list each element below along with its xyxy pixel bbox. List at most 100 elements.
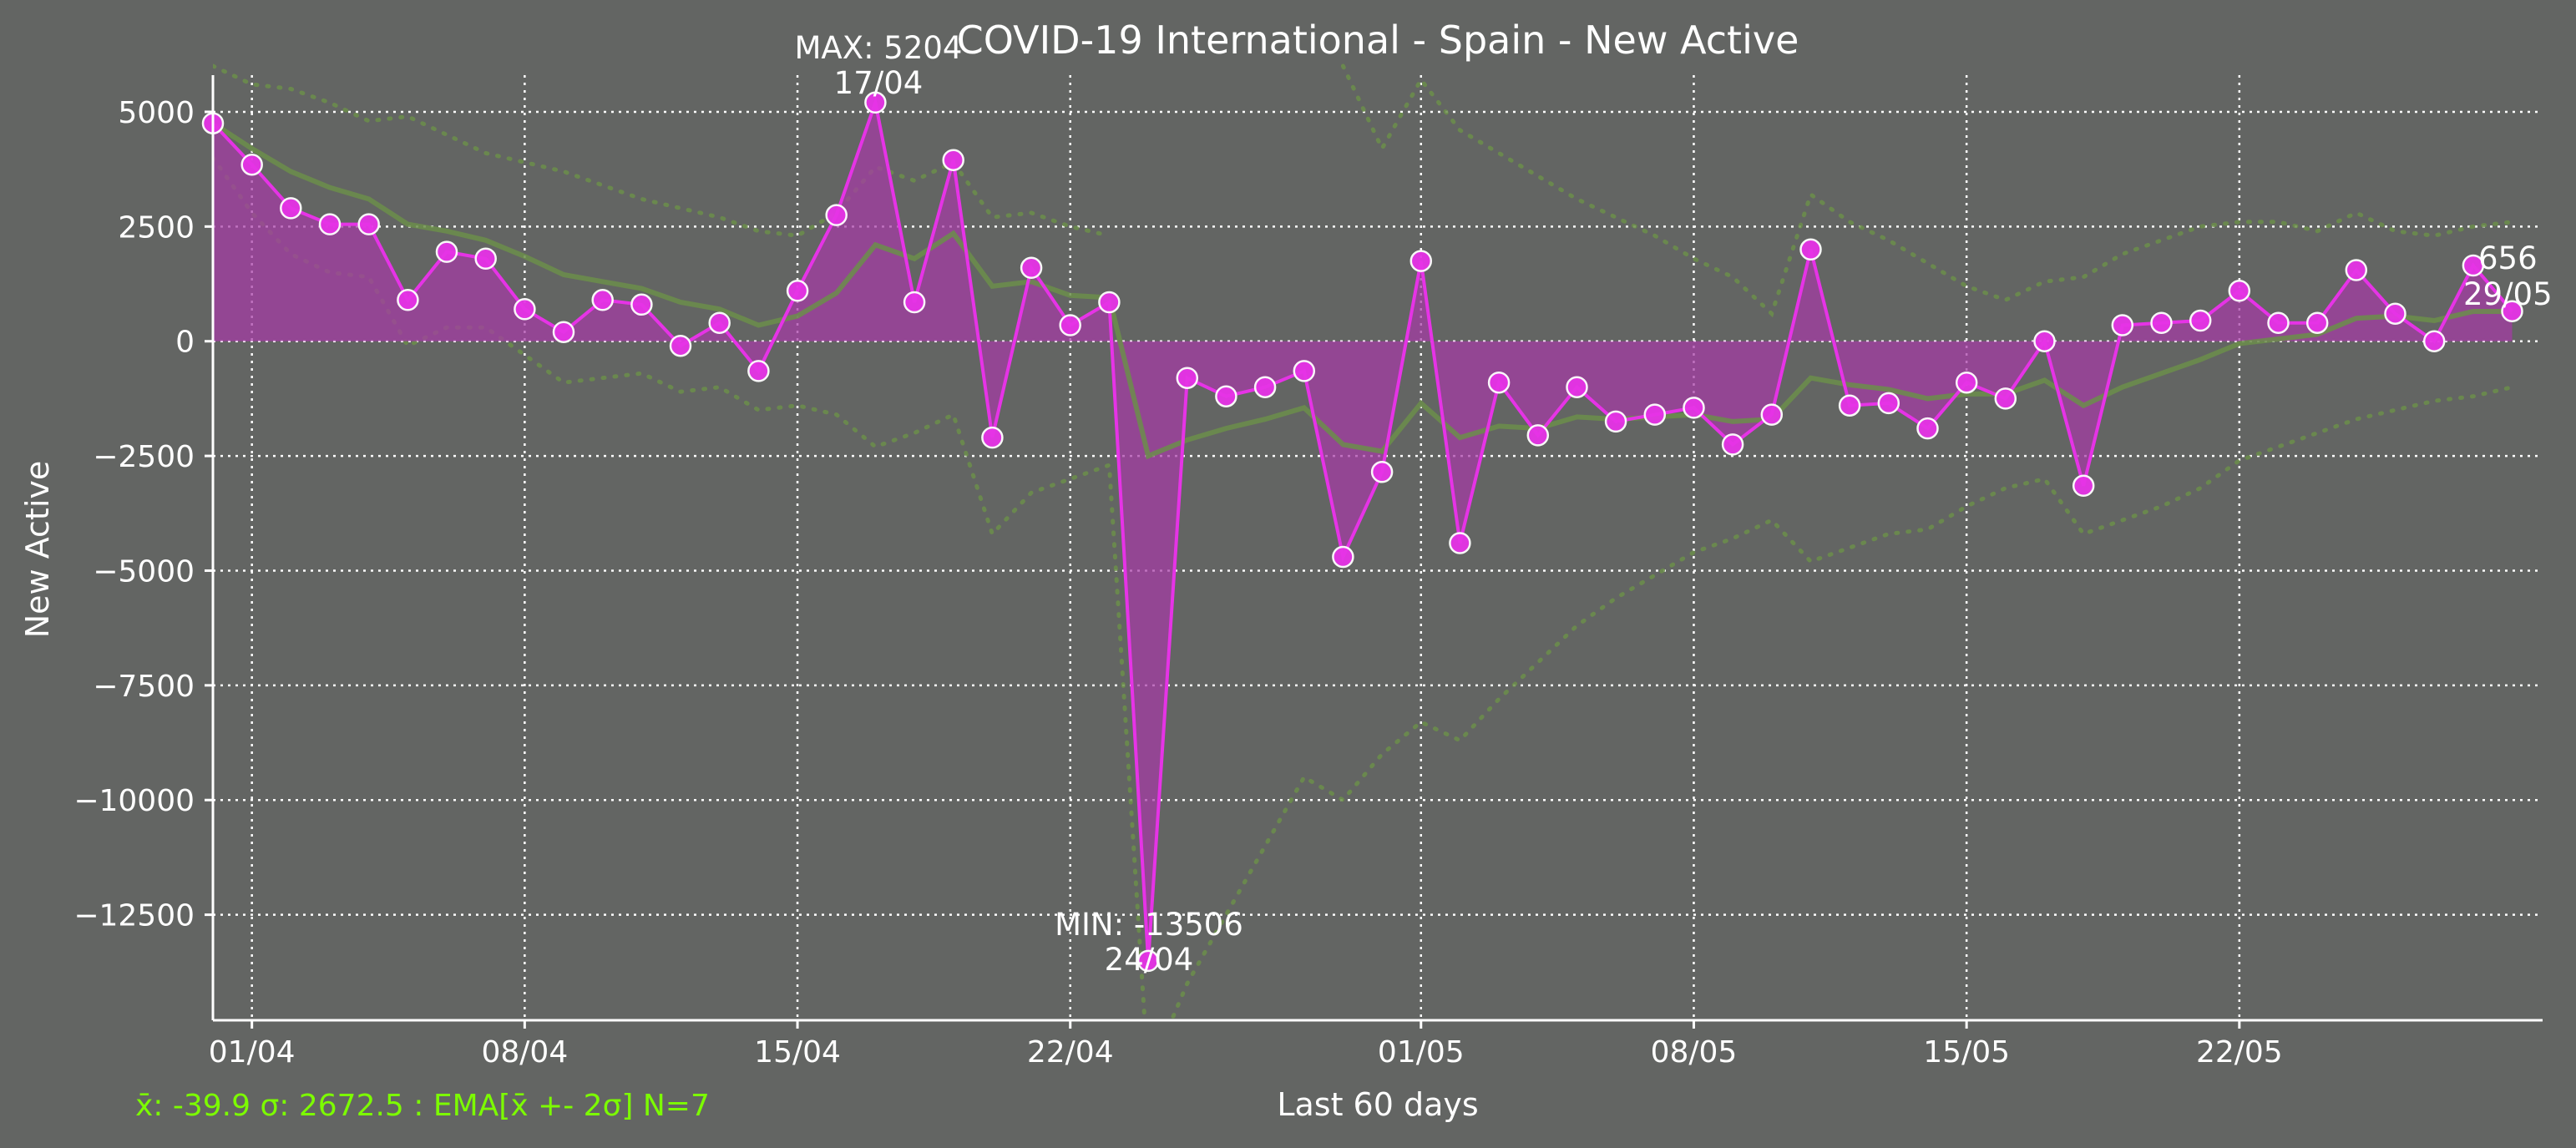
data-point [2267,311,2290,334]
data-point [240,153,263,176]
data-point [1136,949,1160,973]
data-point [2189,309,2212,332]
data-point [981,426,1004,449]
stats-footer: x̄: -39.9 σ: 2672.5 : EMA[x̄ +- 2σ] N=7 [135,1089,710,1123]
data-point [1370,461,1394,483]
data-point [2305,311,2329,334]
data-point [2228,280,2251,302]
data-point [2033,330,2056,352]
grid [213,75,2543,1020]
data-point [435,240,458,263]
y-tick-label: −12500 [73,899,195,933]
data-point [318,213,342,235]
y-tick-label: −2500 [93,440,195,474]
data-point [1683,397,1705,419]
data-point [1293,360,1316,382]
data-point [2111,314,2134,336]
data-point [474,247,497,271]
ema-lower-band [213,155,2514,1020]
data-point [1409,250,1433,272]
data-point [1215,385,1237,407]
x-tick-labels: 01/04 08/04 15/04 22/04 01/05 08/05 15/05 22/05 [209,1020,2283,1070]
data-point [1877,392,1900,415]
data-point [1176,367,1199,389]
data-point [942,149,964,171]
data-points [201,91,2523,973]
data-point [2345,259,2368,281]
data-point [2384,302,2406,325]
data-point [864,91,887,114]
data-point [2422,330,2446,352]
area-under-curve [213,102,2513,961]
x-tick-label: 01/05 [1378,1035,1465,1070]
y-tick-label: −7500 [93,670,195,704]
axes [211,75,2543,1022]
y-axis-label: New Active [19,461,56,639]
y-tick-label: 2500 [118,210,195,245]
data-point [1098,291,1121,314]
x-tick-label: 22/04 [1027,1035,1114,1070]
data-point [786,280,809,302]
data-point [1838,394,1861,417]
data-point [397,289,419,311]
data-point [1955,371,1978,394]
ema-band [213,63,2514,1020]
data-point [1604,410,1627,433]
x-axis-label: Last 60 days [1277,1086,1478,1123]
data-point [669,334,692,357]
data-point [1643,403,1667,426]
y-tick-label: 0 [175,326,195,360]
data-point [708,311,731,334]
data-point [1526,424,1550,447]
data-point [2150,311,2173,334]
data-point [1020,256,1043,280]
data-point [747,360,770,382]
min-annotation-label: MIN: -13506 [1055,907,1243,943]
data-point [357,213,380,235]
data-point [552,321,575,343]
data-point [2501,300,2523,322]
data-point [1566,376,1588,398]
data-point [1449,532,1471,554]
data-point [2462,254,2485,277]
data-point [903,291,926,314]
y-tick-label: −10000 [73,784,195,818]
y-tick-label: 5000 [118,96,195,130]
ema-path [211,121,2513,460]
y-tick-label: −5000 [93,554,195,589]
data-point [1994,387,2017,410]
data-point [1332,545,1354,569]
last-value-annotation: 656 [2478,240,2538,276]
data-path [211,96,2514,962]
data-point [1916,417,1939,440]
x-tick-label: 15/05 [1923,1035,2010,1070]
data-point [2072,474,2095,498]
max-annotation-date: 17/04 [834,65,924,101]
x-tick-label: 15/04 [754,1035,841,1070]
data-point [630,293,653,316]
x-tick-label: 08/05 [1651,1035,1738,1070]
data-point [280,197,302,220]
data-point [1799,238,1822,261]
x-tick-label: 08/04 [481,1035,568,1070]
area-fill [213,102,2513,961]
y-tick-labels: 5000 2500 0 −2500 −5000 −7500 −10000 −12500 [73,96,213,933]
data-point [1059,314,1081,336]
data-point [514,298,536,321]
max-annotation-label: MAX: 5204 [795,30,963,66]
x-tick-label: 22/05 [2196,1035,2283,1070]
data-point [1721,433,1744,456]
x-tick-label: 01/04 [209,1035,296,1070]
data-point [1760,403,1784,426]
data-point [1253,376,1277,398]
chart-title: COVID-19 International - Spain - New Act… [957,18,1799,63]
data-point [591,289,614,311]
data-line [211,96,2514,962]
data-point [1487,371,1511,394]
data-point [825,204,848,226]
ema-line [211,121,2513,460]
last-date-annotation: 29/05 [2463,276,2553,312]
ema-upper-band [213,63,2514,318]
min-annotation-date: 24/04 [1105,942,1194,978]
